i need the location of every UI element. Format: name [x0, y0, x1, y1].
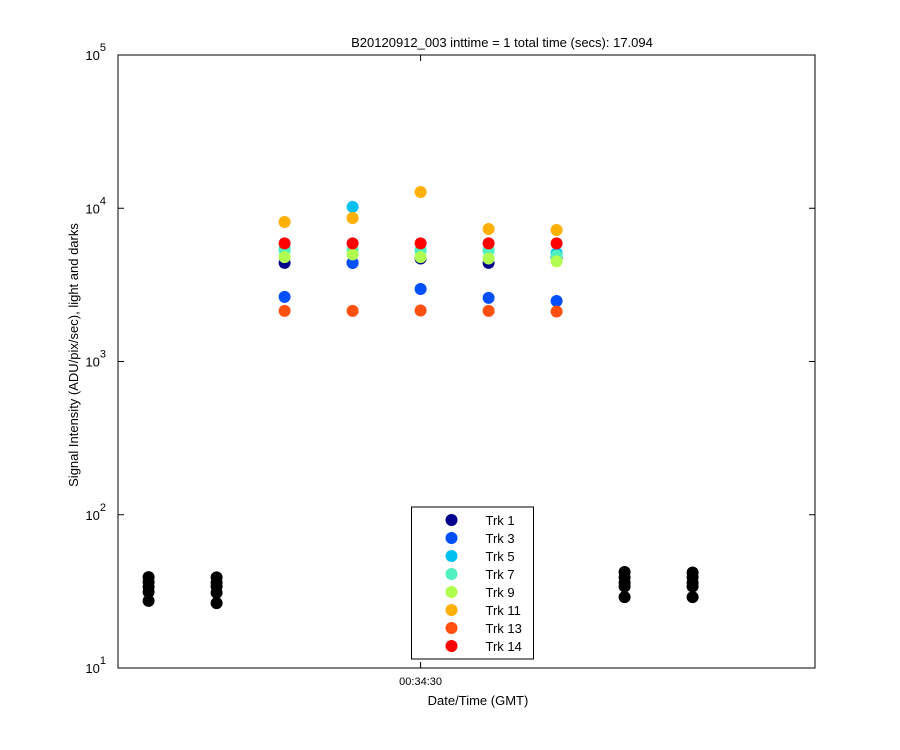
y-axis-label: Signal Intensity (ADU/pix/sec), light an…	[66, 223, 81, 487]
y-tick-exponent: 2	[100, 502, 106, 514]
legend-marker	[445, 604, 458, 616]
point	[278, 251, 291, 264]
legend-marker	[445, 568, 458, 580]
point	[414, 283, 427, 296]
legend-label: Trk 3	[486, 531, 515, 546]
point	[550, 305, 563, 318]
legend-label: Trk 1	[486, 513, 515, 528]
point	[482, 291, 495, 304]
point	[414, 304, 427, 317]
point	[482, 252, 495, 265]
x-tick-label: 00:34:30	[399, 676, 442, 688]
y-tick-label: 103	[85, 349, 106, 370]
legend-label: Trk 14	[486, 639, 522, 654]
point	[482, 237, 495, 250]
y-tick-base: 10	[85, 201, 99, 216]
y-tick-exponent: 4	[100, 195, 106, 207]
point	[618, 580, 631, 593]
legend-label: Trk 11	[486, 603, 521, 618]
point	[482, 223, 495, 236]
point	[346, 256, 359, 269]
point	[210, 597, 223, 610]
y-tick-exponent: 3	[100, 349, 106, 361]
point	[346, 248, 359, 261]
point	[414, 185, 427, 198]
point	[346, 237, 359, 250]
point	[346, 200, 359, 213]
legend-label: Trk 9	[486, 585, 515, 600]
y-tick-exponent: 5	[100, 42, 106, 54]
point	[550, 295, 563, 308]
legend-label: Trk 13	[486, 621, 522, 636]
point	[278, 290, 291, 303]
point	[210, 586, 223, 599]
legend-marker	[445, 514, 458, 526]
point	[278, 216, 291, 229]
y-tick-label: 105	[85, 42, 106, 63]
point	[278, 237, 291, 250]
legend-marker	[445, 532, 458, 544]
point	[550, 224, 563, 237]
point	[346, 304, 359, 317]
point	[550, 255, 563, 268]
point	[142, 586, 155, 599]
legend-box	[411, 506, 534, 660]
legend-marker	[445, 640, 458, 652]
legend-label: Trk 7	[486, 567, 515, 582]
point	[618, 591, 631, 604]
point	[482, 304, 495, 317]
point	[686, 580, 699, 593]
point	[414, 251, 427, 264]
point	[142, 594, 155, 607]
y-tick-label: 101	[85, 655, 106, 676]
legend-label: Trk 5	[486, 549, 515, 564]
y-tick-base: 10	[85, 508, 99, 523]
legend-marker	[445, 622, 458, 634]
x-axis-label: Date/Time (GMT)	[428, 693, 529, 708]
y-tick-exponent: 1	[100, 655, 106, 667]
y-tick-label: 104	[85, 195, 106, 216]
point	[550, 237, 563, 250]
legend-marker	[445, 550, 458, 562]
point	[686, 591, 699, 604]
point	[414, 237, 427, 250]
point	[278, 304, 291, 317]
chart-title: B20120912_003 inttime = 1 total time (se…	[351, 35, 653, 50]
point	[346, 211, 359, 224]
y-tick-label: 102	[85, 502, 106, 523]
legend-marker	[445, 586, 458, 598]
y-tick-base: 10	[85, 661, 99, 676]
y-tick-base: 10	[85, 355, 99, 370]
y-tick-base: 10	[85, 48, 99, 63]
